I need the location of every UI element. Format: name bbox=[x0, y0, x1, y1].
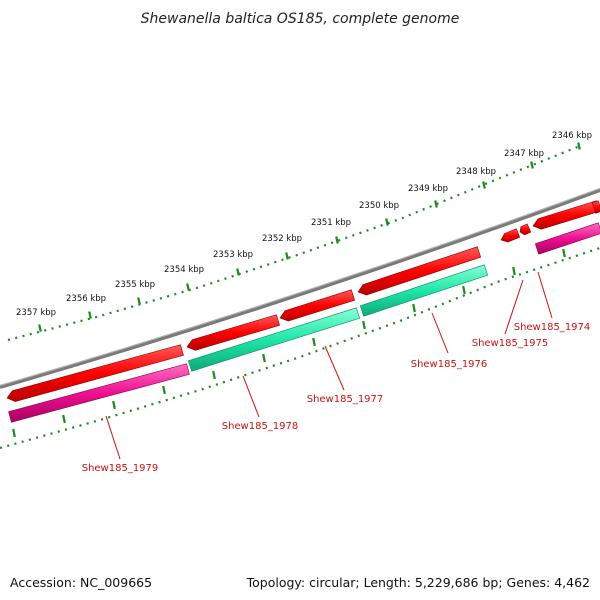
gene-label: Shew185_1979 bbox=[82, 463, 159, 474]
ruler-label: 2349 kbp bbox=[408, 184, 448, 194]
ruler-tick bbox=[236, 268, 240, 276]
ruler-tick bbox=[385, 218, 389, 226]
accession-text: Accession: NC_009665 bbox=[10, 575, 153, 590]
ruler-label: 2356 kbp bbox=[66, 294, 106, 304]
lower-tick bbox=[312, 337, 316, 347]
callout-line bbox=[537, 271, 553, 319]
cds-arrow bbox=[591, 200, 600, 214]
cds-arrow bbox=[532, 200, 600, 230]
genome-summary-text: Topology: circular; Length: 5,229,686 bp… bbox=[246, 575, 590, 590]
cds-arrow bbox=[186, 314, 280, 351]
cds-arrow bbox=[357, 246, 482, 296]
gene-label: Shew185_1974 bbox=[514, 322, 591, 333]
gene-bar-teal bbox=[187, 307, 361, 372]
ruler-label: 2352 kbp bbox=[262, 234, 302, 244]
genome-backbone-highlight bbox=[0, 188, 600, 386]
gene-label: Shew185_1978 bbox=[222, 421, 299, 432]
gene-callouts: Shew185_1974 Shew185_1975 Shew185_1976 Shew… bbox=[82, 271, 591, 474]
callout-line bbox=[242, 375, 260, 418]
gene-bar-pink bbox=[534, 222, 600, 255]
cds-features bbox=[6, 200, 600, 402]
ruler-ticks bbox=[38, 142, 581, 332]
cds-arrow bbox=[500, 228, 521, 243]
callout-line bbox=[324, 345, 345, 391]
callout-line bbox=[105, 415, 121, 460]
ruler-tick bbox=[434, 200, 438, 208]
callout-line bbox=[504, 279, 524, 335]
lower-tick bbox=[362, 320, 366, 330]
page-title: Shewanella baltica OS185, complete genom… bbox=[141, 11, 460, 27]
cds-arrow bbox=[279, 289, 356, 322]
ruler-tick bbox=[88, 311, 92, 319]
gene-label: Shew185_1976 bbox=[411, 359, 488, 370]
gene-bar-teal bbox=[359, 264, 489, 317]
gene-bar-pink bbox=[8, 363, 190, 423]
ruler-label: 2351 kbp bbox=[311, 218, 351, 228]
ruler-label: 2346 kbp bbox=[552, 131, 592, 141]
cds-arrow bbox=[519, 223, 532, 236]
lower-tick bbox=[262, 353, 266, 363]
lower-tick bbox=[412, 303, 416, 313]
ruler-label: 2350 kbp bbox=[359, 201, 399, 211]
ruler-tick bbox=[482, 181, 486, 189]
ruler-label: 2354 kbp bbox=[164, 265, 204, 275]
lower-tick bbox=[212, 370, 216, 380]
gene-label: Shew185_1977 bbox=[307, 394, 384, 405]
ruler-label: 2353 kbp bbox=[213, 250, 253, 260]
ruler-label: 2357 kbp bbox=[16, 308, 56, 318]
lower-tick bbox=[462, 285, 466, 295]
ruler-tick bbox=[335, 236, 339, 244]
ruler-label: 2347 kbp bbox=[504, 149, 544, 159]
ruler-tick bbox=[137, 297, 141, 305]
lower-tick bbox=[162, 385, 166, 395]
genome-backbone bbox=[0, 188, 600, 389]
ruler-label: 2355 kbp bbox=[115, 280, 155, 290]
gene-label: Shew185_1975 bbox=[472, 338, 549, 349]
ruler-tick bbox=[38, 324, 42, 332]
lower-tick bbox=[562, 248, 566, 258]
lower-tick bbox=[62, 414, 66, 424]
lower-tick bbox=[112, 400, 116, 410]
gene-features bbox=[8, 222, 600, 423]
ruler-tick bbox=[285, 252, 289, 260]
ruler-label: 2348 kbp bbox=[456, 167, 496, 177]
ruler-tick bbox=[186, 283, 190, 291]
ruler-track bbox=[7, 144, 581, 342]
lower-tick bbox=[12, 428, 16, 438]
ruler-tick bbox=[577, 142, 581, 150]
cds-arrow bbox=[6, 344, 184, 402]
ruler-tick bbox=[530, 161, 534, 169]
ruler-labels: 2346 kbp 2347 kbp 2348 kbp 2349 kbp 2350 kbp… bbox=[16, 131, 592, 318]
lower-tick bbox=[512, 266, 516, 276]
callout-line bbox=[431, 312, 449, 354]
lower-ticks bbox=[12, 248, 566, 438]
